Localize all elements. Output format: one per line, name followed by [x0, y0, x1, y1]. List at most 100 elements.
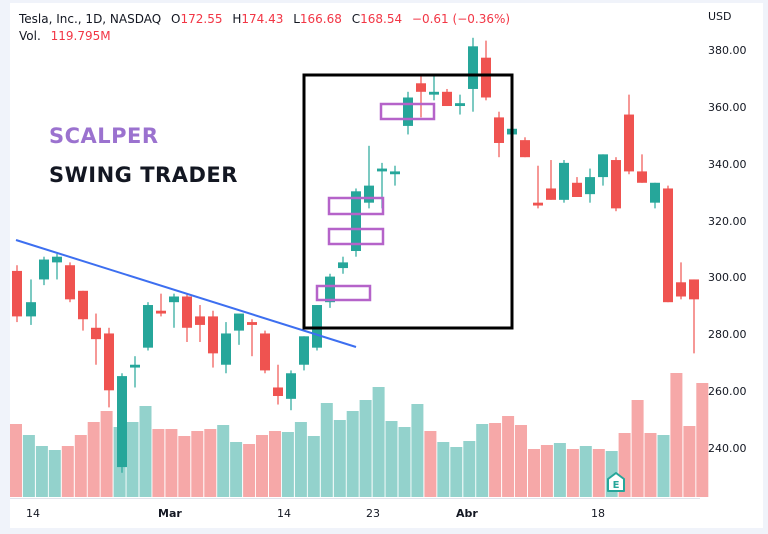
high-value: 174.43 — [241, 12, 284, 26]
volume-bar — [566, 449, 579, 497]
low-value: 166.68 — [299, 12, 342, 26]
volume-bar — [657, 435, 670, 497]
scalper-box[interactable] — [327, 196, 385, 216]
symbol-title[interactable]: Tesla, Inc., 1D, NASDAQ — [19, 12, 162, 26]
scalper-annotation: SCALPER — [49, 124, 159, 148]
high-label: H — [232, 12, 242, 26]
candle-up[interactable] — [221, 333, 231, 365]
candle-down[interactable] — [260, 333, 270, 371]
candle-up[interactable] — [429, 91, 439, 95]
price-tick: 340.00 — [708, 157, 747, 171]
candle-down[interactable] — [572, 182, 582, 197]
candle-down[interactable] — [663, 188, 673, 303]
candle-up[interactable] — [650, 182, 660, 203]
candle-down[interactable] — [65, 265, 75, 300]
volume-bar — [126, 422, 139, 497]
volume-bar — [696, 383, 709, 497]
candle-down[interactable] — [676, 282, 686, 297]
open-label: O — [171, 12, 181, 26]
candle-down[interactable] — [533, 202, 543, 206]
candle-down[interactable] — [520, 140, 530, 158]
candle-down[interactable] — [273, 387, 283, 397]
swing-trade-box[interactable] — [302, 73, 514, 330]
earnings-icon[interactable]: E — [605, 471, 627, 493]
candle-down[interactable] — [156, 310, 166, 314]
scalper-box[interactable] — [315, 284, 372, 302]
volume-bar — [528, 449, 540, 497]
scalper-box[interactable] — [379, 102, 436, 121]
candle-down[interactable] — [494, 117, 504, 143]
candle-up[interactable] — [325, 276, 335, 303]
candle-up[interactable] — [117, 376, 127, 468]
candle-up[interactable] — [234, 313, 244, 331]
candle-down[interactable] — [481, 57, 491, 98]
candle-up[interactable] — [468, 46, 478, 89]
candle-up[interactable] — [390, 171, 400, 175]
volume-bar — [139, 406, 152, 497]
candle-down[interactable] — [689, 279, 699, 300]
volume-bar — [35, 446, 48, 497]
candle-up[interactable] — [351, 191, 361, 252]
candle-down[interactable] — [637, 171, 647, 183]
candle-down[interactable] — [91, 327, 101, 340]
time-tick: Abr — [456, 507, 478, 520]
candle-up[interactable] — [299, 336, 309, 365]
price-axis[interactable]: 380.00 360.00 340.00 320.00 300.00 280.00 260.… — [700, 3, 763, 498]
volume-bar — [631, 400, 644, 497]
candle-down[interactable] — [442, 91, 452, 107]
price-tick: 360.00 — [708, 100, 747, 114]
swing-trader-annotation: SWING TRADER — [49, 163, 238, 187]
candle-up[interactable] — [169, 296, 179, 303]
candle-up[interactable] — [143, 305, 153, 348]
candle-down[interactable] — [104, 333, 114, 391]
volume-bar — [281, 432, 294, 497]
currency-label[interactable]: USD — [708, 10, 732, 23]
volume-bar — [579, 446, 592, 497]
time-tick: 14 — [26, 507, 40, 520]
volume-bar — [476, 424, 489, 497]
candle-up[interactable] — [52, 256, 62, 263]
volume-bar — [411, 404, 424, 497]
candle-down[interactable] — [611, 160, 621, 209]
candle-up[interactable] — [598, 154, 608, 178]
candle-up[interactable] — [364, 185, 374, 203]
candle-up[interactable] — [338, 262, 348, 269]
volume-bar — [191, 431, 204, 497]
candle-up[interactable] — [377, 168, 387, 172]
price-tick: 300.00 — [708, 271, 747, 285]
scalper-box[interactable] — [327, 227, 385, 246]
candle-down[interactable] — [12, 270, 22, 317]
volume-bar — [346, 411, 359, 497]
volume-bar — [592, 449, 605, 497]
time-tick: 18 — [591, 507, 605, 520]
candle-down[interactable] — [624, 114, 634, 172]
volume-value: 119.795M — [50, 29, 111, 43]
candle-up[interactable] — [403, 97, 413, 126]
candle-down[interactable] — [182, 296, 192, 328]
candle-up[interactable] — [39, 259, 49, 280]
time-tick: 14 — [277, 507, 291, 520]
candle-up[interactable] — [286, 373, 296, 399]
candle-up[interactable] — [585, 177, 595, 195]
volume-bar — [256, 435, 268, 497]
candle-down[interactable] — [416, 83, 426, 92]
candle-up[interactable] — [26, 302, 36, 317]
volume-bar — [152, 429, 165, 497]
candle-up[interactable] — [312, 305, 322, 348]
candle-down[interactable] — [208, 316, 218, 354]
candle-down[interactable] — [247, 322, 257, 325]
time-axis[interactable]: 14 Mar 14 23 Abr 18 — [10, 498, 700, 529]
candle-down[interactable] — [78, 290, 88, 320]
volume-bar — [243, 444, 256, 497]
volume-bar — [48, 450, 61, 497]
volume-bar — [515, 425, 527, 497]
candle-up[interactable] — [559, 162, 569, 200]
candle-down[interactable] — [546, 188, 556, 200]
open-value: 172.55 — [180, 12, 223, 26]
volume-bar — [230, 442, 243, 497]
candle-up[interactable] — [455, 103, 465, 107]
candle-up[interactable] — [130, 364, 140, 368]
trendline[interactable] — [15, 239, 357, 348]
candle-down[interactable] — [195, 316, 205, 325]
